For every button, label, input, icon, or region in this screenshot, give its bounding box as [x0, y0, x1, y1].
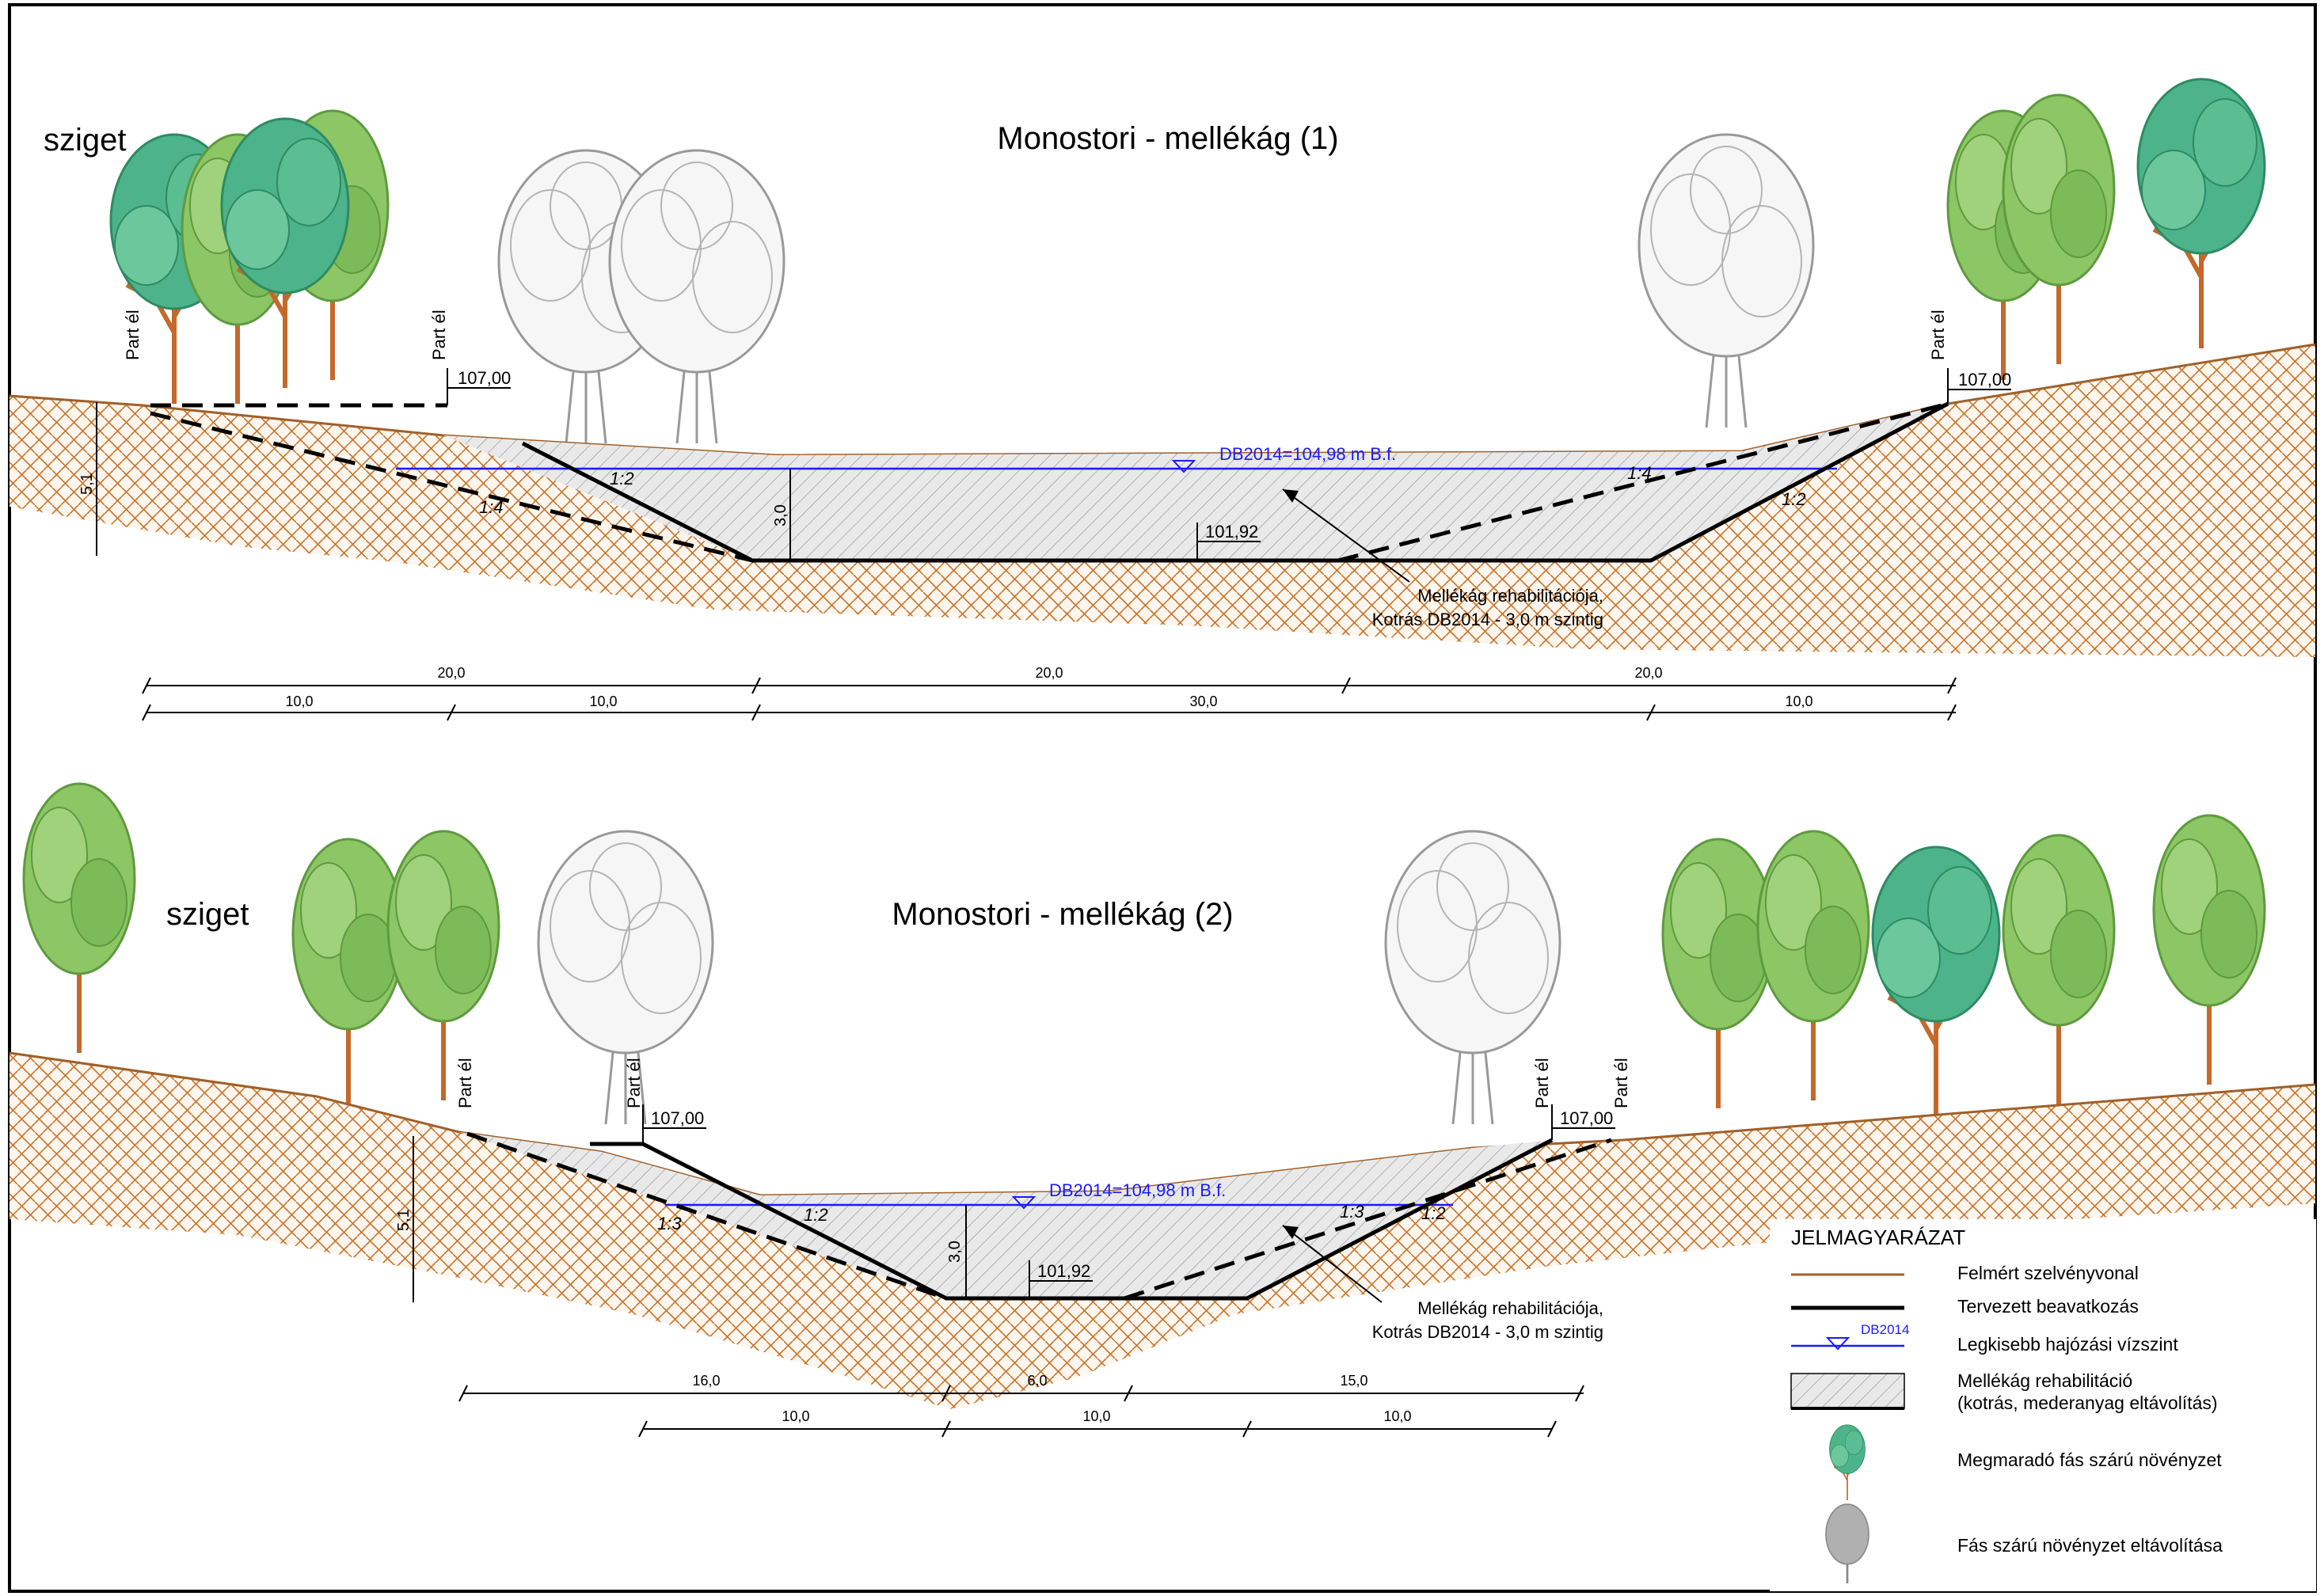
legend-water-label: Legkisebb hajózási vízszint	[1957, 1334, 2178, 1355]
bank-label-2: Part él	[429, 310, 449, 360]
trees-keep-left-2	[24, 784, 499, 1108]
trees-remove-1	[497, 133, 1815, 445]
elev-marker-bottom-1: 101,92	[1196, 522, 1261, 560]
callout-text-2b: Kotrás DB2014 - 3,0 m szintig	[1372, 1322, 1603, 1342]
height-dim-2: 5,1	[395, 1209, 413, 1231]
callout-arrow-1	[1283, 489, 1299, 503]
legend-planned-label: Tervezett beavatkozás	[1957, 1296, 2139, 1317]
section-2: DB2014=104,98 m B.f. 107,00 107,00 101,9…	[9, 784, 2316, 1438]
dim-bottom-1a: 10,0	[285, 694, 313, 709]
dim-top-2c: 15,0	[1340, 1373, 1367, 1389]
bank-label-1: Part él	[123, 310, 143, 360]
legend-rehab-label-2: (kotrás, mederanyag eltávolítás)	[1957, 1393, 2218, 1413]
slope-label-3: 1:4	[1627, 463, 1652, 483]
bank-label-7: Part él	[1611, 1058, 1631, 1108]
rehab-area-2	[459, 1132, 1552, 1298]
dim-top-1c: 20,0	[1634, 665, 1662, 681]
bank-label-5: Part él	[624, 1058, 644, 1108]
legend-survey-label: Felmért szelvényvonal	[1957, 1263, 2139, 1283]
dim-bottom-2a: 10,0	[782, 1408, 809, 1424]
legend-water-symbol	[1825, 1337, 1850, 1351]
elev-left-1: 107,00	[458, 368, 511, 388]
dim-top-1b: 20,0	[1035, 665, 1063, 681]
dimension-row-bottom-1	[142, 704, 1957, 721]
dashed-profile-2	[466, 1131, 1612, 1301]
dimension-row-bottom-2	[638, 1420, 1557, 1438]
elev-marker-bottom-2: 101,92	[1029, 1260, 1093, 1298]
dashed-profile-1	[150, 401, 1949, 563]
legend-trees-keep-label: Megmaradó fás szárú növényzet	[1957, 1450, 2222, 1470]
legend: JELMAGYARÁZAT Felmért szelvényvonal Terv…	[1770, 1219, 2316, 1591]
planned-profile-2	[590, 1138, 1554, 1301]
planned-profile-1	[521, 401, 1949, 563]
drawing-frame	[8, 3, 2317, 1593]
bank-label-6: Part él	[1532, 1058, 1552, 1108]
callout-text-2a: Mellékág rehabilitációja,	[1417, 1298, 1603, 1318]
trees-remove-2	[537, 830, 1561, 1126]
dim-bottom-1b: 10,0	[589, 694, 617, 709]
callout-text-1b: Kotrás DB2014 - 3,0 m szintig	[1372, 610, 1603, 629]
section-title-2: Monostori - mellékág (2)	[892, 897, 1233, 932]
callout-text-1a: Mellékág rehabilitációja,	[1417, 586, 1603, 606]
slope-label-2: 1:4	[479, 497, 504, 517]
elev-marker-right-1: 107,00	[1947, 368, 2011, 404]
elev-marker-left-2: 107,00	[642, 1104, 706, 1144]
callout-leader-1	[1282, 488, 1410, 583]
dimension-row-top-1	[142, 677, 1957, 694]
legend-title: JELMAGYARÁZAT	[1791, 1226, 1965, 1249]
trees-keep-left-1	[111, 111, 388, 404]
rehab-area-1	[443, 404, 1948, 560]
elev-bottom-2: 101,92	[1037, 1261, 1090, 1281]
depth-dim-2: 3,0	[946, 1241, 964, 1263]
legend-tree-remove-icon	[1825, 1503, 1869, 1583]
slope-label-4: 1:2	[1782, 489, 1806, 509]
trees-keep-right-2	[1663, 815, 2265, 1116]
bank-label-3: Part él	[1928, 310, 1948, 360]
callout-arrow-2	[1283, 1226, 1299, 1239]
elev-marker-right-2: 107,00	[1551, 1104, 1615, 1140]
dim-top-2b: 6,0	[1027, 1373, 1047, 1389]
water-symbol-1	[1171, 460, 1196, 473]
slope-label-7: 1:3	[1340, 1202, 1364, 1222]
trees-keep-right-1	[1948, 79, 2265, 380]
dimension-row-top-2	[458, 1385, 1584, 1402]
callout-leader-2	[1282, 1225, 1383, 1303]
dim-bottom-1c: 30,0	[1189, 694, 1217, 709]
water-symbol-2	[1011, 1196, 1036, 1210]
dim-bottom-2c: 10,0	[1383, 1408, 1411, 1424]
legend-water-code: DB2014	[1861, 1322, 1909, 1337]
slope-label-6: 1:2	[804, 1205, 828, 1225]
dim-bottom-2b: 10,0	[1082, 1408, 1110, 1424]
island-label-2: sziget	[166, 897, 249, 932]
slope-label-8: 1:2	[1421, 1203, 1446, 1223]
bank-label-4: Part él	[455, 1058, 475, 1108]
legend-rehab-swatch	[1790, 1373, 1905, 1409]
island-label-1: sziget	[44, 123, 127, 158]
section-title-1: Monostori - mellékág (1)	[997, 121, 1338, 156]
height-dim-1: 5,1	[78, 473, 96, 495]
elev-left-2: 107,00	[651, 1108, 704, 1128]
section-1: DB2014=104,98 m B.f. 107,00 107,00 101,9…	[9, 79, 2316, 721]
water-label-2: DB2014=104,98 m B.f.	[1049, 1180, 1226, 1200]
slope-label-5: 1:3	[657, 1214, 682, 1233]
elev-right-2: 107,00	[1560, 1108, 1613, 1128]
dim-top-2a: 16,0	[692, 1373, 720, 1389]
elev-right-1: 107,00	[1958, 370, 2011, 390]
elev-bottom-1: 101,92	[1205, 522, 1258, 542]
legend-trees-remove-label: Fás szárú növényzet eltávolítása	[1957, 1535, 2223, 1556]
elev-marker-left-1: 107,00	[447, 368, 511, 405]
dim-top-1a: 20,0	[437, 665, 465, 681]
water-label-1: DB2014=104,98 m B.f.	[1219, 444, 1396, 464]
depth-dim-1: 3,0	[772, 504, 789, 526]
dim-bottom-1d: 10,0	[1785, 694, 1812, 709]
legend-rehab-label-1: Mellékág rehabilitáció	[1957, 1370, 2132, 1391]
slope-label-1: 1:2	[610, 469, 634, 488]
